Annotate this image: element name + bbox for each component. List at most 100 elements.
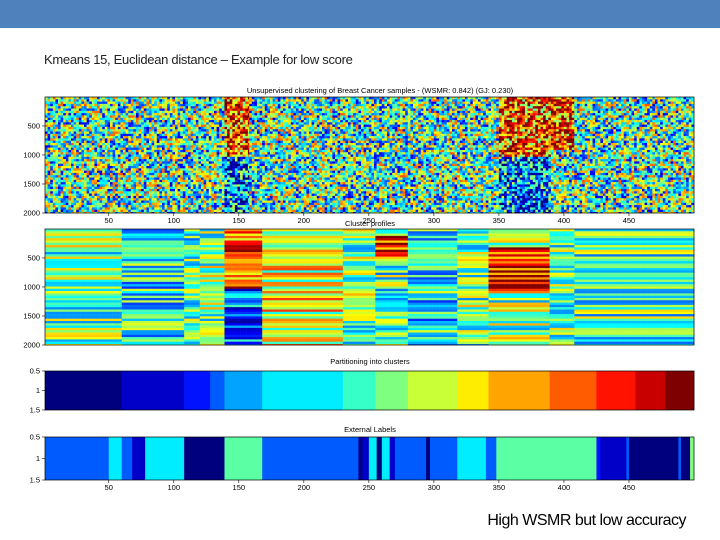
heat-cell <box>81 104 84 107</box>
heat-cell <box>79 104 82 107</box>
heat-cell <box>87 111 90 114</box>
heat-cell <box>214 97 217 100</box>
heat-cell <box>92 132 95 135</box>
heat-cell <box>66 109 69 112</box>
heat-cell <box>139 106 142 109</box>
heat-cell <box>154 127 157 130</box>
heat-cell <box>107 111 110 114</box>
heat-cell <box>136 132 139 135</box>
heat-cell <box>144 99 147 102</box>
heat-cell <box>193 122 196 125</box>
heat-cell <box>191 109 194 112</box>
heat-cell <box>217 125 220 128</box>
heat-cell <box>113 99 116 102</box>
heat-cell <box>100 109 103 112</box>
heat-cell <box>79 109 82 112</box>
heat-cell <box>152 106 155 109</box>
heat-cell <box>159 113 162 116</box>
heat-cell <box>113 127 116 130</box>
heat-cell <box>149 115 152 118</box>
heat-cell <box>201 115 204 118</box>
heat-cell <box>217 99 220 102</box>
heat-cell <box>170 99 173 102</box>
heat-cell <box>170 97 173 100</box>
heat-cell <box>144 125 147 128</box>
heat-cell <box>87 134 90 137</box>
heat-cell <box>159 125 162 128</box>
heat-cell <box>185 132 188 135</box>
heat-cell <box>102 120 105 123</box>
heat-cell <box>50 134 53 137</box>
heat-cell <box>146 99 149 102</box>
heat-cell <box>126 99 129 102</box>
heat-cell <box>206 120 209 123</box>
heat-cell <box>63 122 66 125</box>
heat-cell <box>185 104 188 107</box>
heat-cell <box>76 104 79 107</box>
heat-cell <box>152 134 155 137</box>
heat-cell <box>144 113 147 116</box>
heat-cell <box>136 104 139 107</box>
heat-cell <box>172 132 175 135</box>
heat-cell <box>204 120 207 123</box>
heat-cell <box>89 125 92 128</box>
heat-cell <box>133 99 136 102</box>
heat-cell <box>193 129 196 132</box>
heat-cell <box>167 122 170 125</box>
heat-cell <box>185 118 188 121</box>
heat-cell <box>81 109 84 112</box>
heat-cell <box>162 99 165 102</box>
heat-cell <box>110 118 113 121</box>
heat-cell <box>146 118 149 121</box>
heat-cell <box>97 129 100 132</box>
heat-cell <box>149 118 152 121</box>
heat-cell <box>175 109 178 112</box>
heat-cell <box>61 104 64 107</box>
heat-cell <box>162 109 165 112</box>
heat-cell <box>131 109 134 112</box>
heat-cell <box>76 102 79 105</box>
heat-cell <box>48 118 51 121</box>
heat-cell <box>159 109 162 112</box>
heat-cell <box>204 109 207 112</box>
heat-cell <box>219 113 222 116</box>
heat-cell <box>219 97 222 100</box>
heat-cell <box>131 125 134 128</box>
heat-cell <box>120 120 123 123</box>
heat-cell <box>126 125 129 128</box>
heat-cell <box>131 102 134 105</box>
heat-cell <box>66 102 69 105</box>
heat-cell <box>136 111 139 114</box>
heat-cell <box>79 111 82 114</box>
heat-cell <box>102 113 105 116</box>
heat-cell <box>139 132 142 135</box>
heat-cell <box>58 97 61 100</box>
heat-cell <box>107 113 110 116</box>
heat-cell <box>211 102 214 105</box>
heat-cell <box>118 111 121 114</box>
heat-cell <box>63 99 66 102</box>
heat-cell <box>193 97 196 100</box>
heat-cell <box>50 122 53 125</box>
heat-cell <box>133 97 136 100</box>
heat-cell <box>94 127 97 130</box>
heat-cell <box>105 102 108 105</box>
heat-cell <box>222 122 225 125</box>
heat-cell <box>175 118 178 121</box>
heat-cell <box>53 118 56 121</box>
heat-cell <box>133 134 136 137</box>
heat-cell <box>209 102 212 105</box>
heat-cell <box>105 99 108 102</box>
heat-cell <box>55 104 58 107</box>
heat-cell <box>204 113 207 116</box>
heat-cell <box>133 109 136 112</box>
heat-cell <box>81 113 84 116</box>
heat-cell <box>66 97 69 100</box>
heat-cell <box>193 102 196 105</box>
heat-cell <box>178 122 181 125</box>
heat-cell <box>172 127 175 130</box>
heat-cell <box>107 132 110 135</box>
heat-cell <box>81 102 84 105</box>
heat-cell <box>139 120 142 123</box>
heat-cell <box>196 99 199 102</box>
